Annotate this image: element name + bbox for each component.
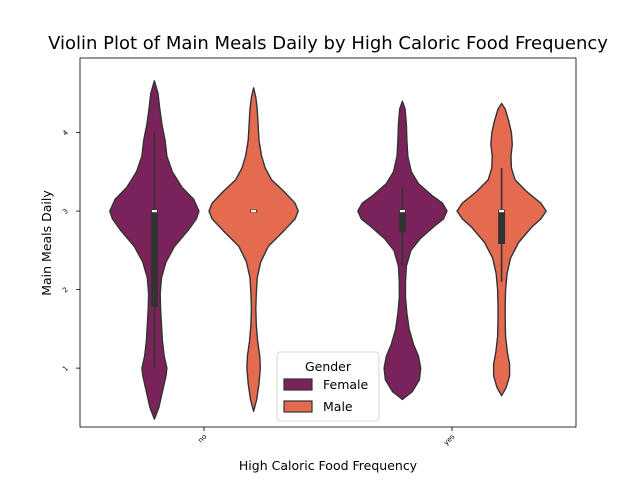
y-tick-label: 2 bbox=[61, 286, 70, 295]
plot-frame bbox=[79, 57, 577, 428]
legend-title: Gender bbox=[305, 359, 352, 374]
median-marker-no-female bbox=[151, 209, 157, 213]
y-tick-label: 3 bbox=[61, 207, 70, 216]
iqr-box-no-female bbox=[150, 209, 158, 307]
median-marker-yes-male bbox=[499, 209, 505, 213]
y-axis-ticks: 1 2 3 4 bbox=[61, 128, 80, 373]
legend-swatch-female bbox=[283, 378, 313, 391]
y-tick-label: 4 bbox=[61, 128, 70, 137]
iqr-box-yes-female bbox=[398, 209, 406, 233]
legend-label-female: Female bbox=[323, 377, 369, 392]
legend-label-male: Male bbox=[323, 399, 353, 414]
y-axis-label: Main Meals Daily bbox=[39, 190, 54, 296]
legend-items: Female Male bbox=[283, 377, 369, 414]
median-marker-no-male bbox=[251, 209, 257, 213]
legend: Gender Female Male bbox=[276, 351, 380, 422]
y-tick-label: 1 bbox=[61, 364, 70, 373]
violin-group bbox=[109, 80, 547, 420]
chart-title: Violin Plot of Main Meals Daily by High … bbox=[48, 33, 608, 54]
violin-no-male bbox=[208, 87, 299, 412]
legend-swatch-male bbox=[283, 400, 313, 413]
x-axis-label: High Caloric Food Frequency bbox=[239, 458, 418, 473]
median-marker-yes-female bbox=[399, 209, 405, 213]
iqr-box-yes-male bbox=[498, 209, 506, 244]
x-tick-label-yes: yes bbox=[442, 433, 456, 447]
x-axis-ticks: no yes bbox=[197, 427, 457, 447]
x-tick-label-no: no bbox=[197, 433, 209, 445]
